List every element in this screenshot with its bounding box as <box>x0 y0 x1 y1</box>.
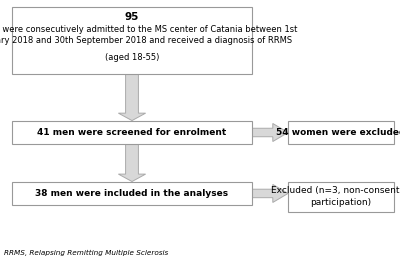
FancyBboxPatch shape <box>288 121 394 144</box>
FancyBboxPatch shape <box>12 121 252 144</box>
Text: 54 women were excluded: 54 women were excluded <box>276 128 400 137</box>
Text: Patients were consecutively admitted to the MS center of Catania between 1st: Patients were consecutively admitted to … <box>0 25 298 34</box>
Text: 38 men were included in the analyses: 38 men were included in the analyses <box>36 189 228 198</box>
Polygon shape <box>252 123 288 142</box>
Polygon shape <box>118 144 146 182</box>
Text: 41 men were screened for enrolment: 41 men were screened for enrolment <box>37 128 227 137</box>
FancyBboxPatch shape <box>12 182 252 205</box>
Polygon shape <box>118 74 146 121</box>
Text: RRMS, Relapsing Remitting Multiple Sclerosis: RRMS, Relapsing Remitting Multiple Scler… <box>4 250 168 256</box>
FancyBboxPatch shape <box>12 7 252 74</box>
Polygon shape <box>252 184 288 202</box>
FancyBboxPatch shape <box>288 182 394 212</box>
Text: Excluded (n=3, non-consent to: Excluded (n=3, non-consent to <box>271 187 400 195</box>
Text: (aged 18-55): (aged 18-55) <box>105 53 159 62</box>
Text: February 2018 and 30th September 2018 and received a diagnosis of RRMS: February 2018 and 30th September 2018 an… <box>0 36 292 45</box>
Text: participation): participation) <box>310 198 372 206</box>
Text: 95: 95 <box>125 12 139 23</box>
